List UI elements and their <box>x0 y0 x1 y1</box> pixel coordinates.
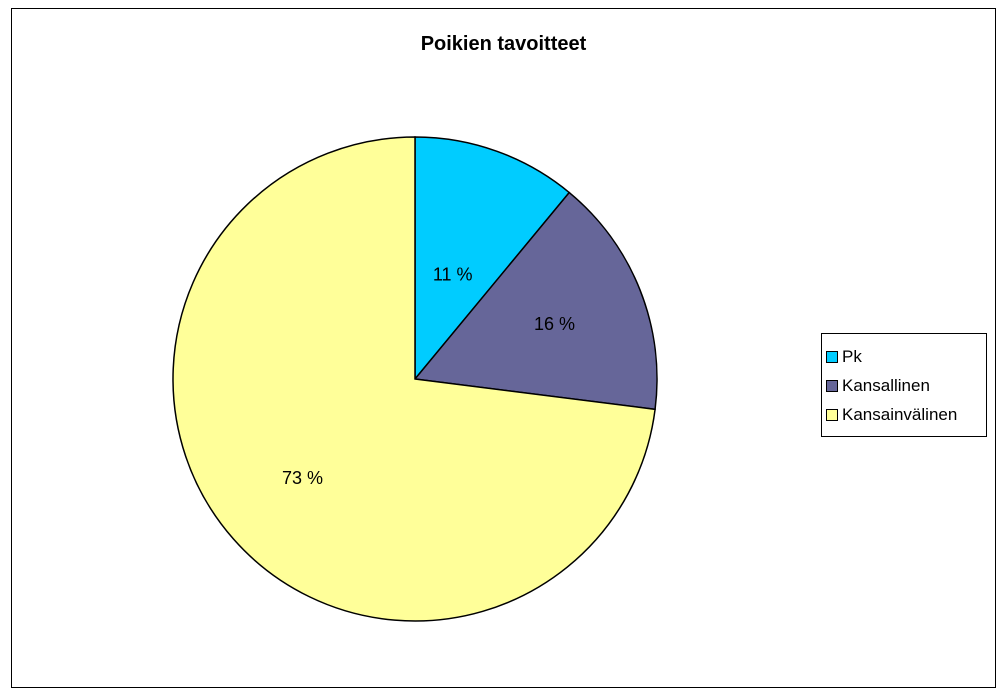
data-label-kansallinen: 16 % <box>534 314 575 334</box>
data-label-kansainvalinen: 73 % <box>282 468 323 488</box>
legend: Pk Kansallinen Kansainvälinen <box>821 333 987 437</box>
legend-swatch <box>826 350 838 363</box>
pie-slice-pk <box>414 136 571 382</box>
legend-label: Kansainvälinen <box>842 404 958 424</box>
legend-item-pk: Pk <box>826 342 986 371</box>
chart-area: Poikien tavoitteet 11 % 16 % 73 % Pk Kansa… <box>11 8 996 688</box>
data-label-pk: 11 % <box>433 264 473 284</box>
chart-title: Poikien tavoitteet <box>420 33 587 55</box>
legend-label: Pk <box>842 346 862 366</box>
legend-item-kansainvalinen: Kansainvälinen <box>826 400 986 429</box>
pie-slice-kansainvalinen <box>172 136 656 622</box>
legend-label: Kansallinen <box>842 375 930 395</box>
pie-chart: 11 % 16 % 73 % <box>172 136 658 622</box>
legend-swatch <box>826 408 838 421</box>
pie-slice-kansallinen <box>413 191 658 411</box>
legend-item-kansallinen: Kansallinen <box>826 371 986 400</box>
legend-swatch <box>826 379 838 392</box>
